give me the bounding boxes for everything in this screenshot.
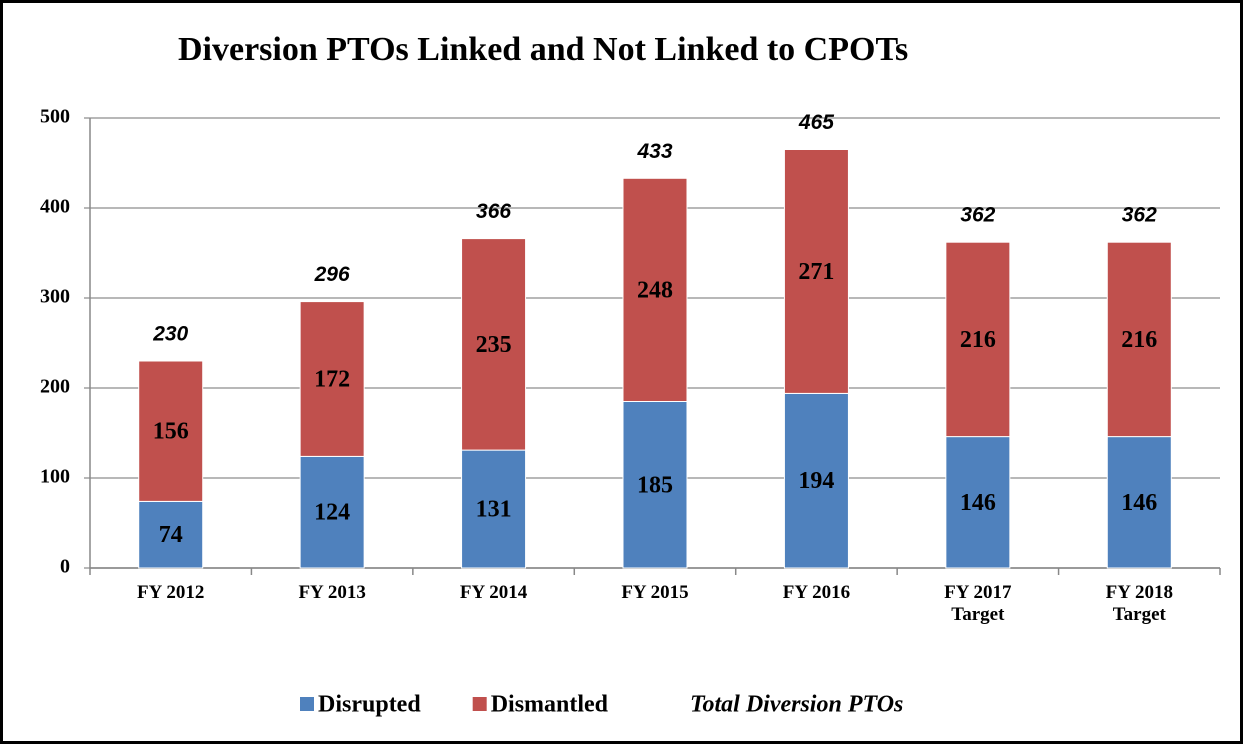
total-label: 296 — [314, 263, 350, 286]
bar-segment — [783, 149, 849, 394]
x-tick-label: FY 2016 — [782, 582, 851, 603]
data-label: 131 — [476, 497, 512, 523]
legend-label: Total Diversion PTOs — [690, 692, 903, 718]
total-label: 366 — [476, 200, 511, 223]
bar-segment — [299, 455, 365, 569]
chart-title: Diversion PTOs Linked and Not Linked to … — [178, 31, 908, 68]
legend-label: Disrupted — [318, 692, 421, 718]
y-tick-label: 100 — [40, 466, 70, 488]
bar-segment — [1106, 436, 1172, 569]
x-tick-label: FY 2013 — [298, 582, 366, 603]
bar-segment — [461, 238, 527, 451]
data-label: 185 — [637, 472, 673, 498]
total-label: 465 — [798, 111, 834, 134]
total-label: 230 — [152, 323, 188, 346]
bar-segment — [783, 392, 849, 569]
data-label: 146 — [1121, 490, 1157, 516]
total-label: 433 — [636, 140, 672, 163]
bar-segment — [945, 436, 1011, 569]
y-tick-label: 400 — [40, 196, 70, 218]
total-label: 362 — [960, 204, 995, 227]
y-tick-label: 200 — [40, 376, 70, 398]
bar-segment — [461, 449, 527, 569]
x-tick-label: FY 2014 — [459, 582, 528, 603]
data-label: 172 — [314, 367, 350, 393]
y-tick-label: 0 — [60, 556, 70, 578]
data-label: 248 — [637, 277, 673, 303]
bar-segment — [945, 241, 1011, 438]
legend-swatch — [472, 697, 487, 711]
legend-swatch — [300, 697, 314, 711]
bar-segment — [622, 401, 688, 569]
data-label: 124 — [314, 500, 350, 526]
data-label: 235 — [476, 332, 512, 358]
x-tick-label: FY 2012 — [137, 582, 205, 603]
bar-segment — [1106, 241, 1172, 438]
y-tick-label: 300 — [40, 286, 70, 308]
data-label: 146 — [960, 490, 996, 516]
y-tick-label: 500 — [40, 106, 70, 128]
data-label: 156 — [153, 419, 189, 445]
legend-label: Dismantled — [491, 692, 609, 718]
data-label: 271 — [798, 259, 834, 285]
bar-segment — [138, 500, 204, 569]
x-tick-label: FY 2015 — [621, 582, 689, 603]
x-tick-label: FY 2018 Target — [1105, 582, 1173, 625]
total-label: 362 — [1122, 204, 1157, 227]
data-label: 74 — [159, 522, 183, 548]
x-tick-label: FY 2017 Target — [944, 582, 1012, 625]
bar-segment — [622, 177, 688, 402]
bar-segment — [299, 301, 365, 457]
data-label: 216 — [960, 327, 996, 353]
data-label: 216 — [1121, 327, 1157, 353]
data-label: 194 — [798, 468, 834, 494]
bar-segment — [138, 360, 204, 502]
